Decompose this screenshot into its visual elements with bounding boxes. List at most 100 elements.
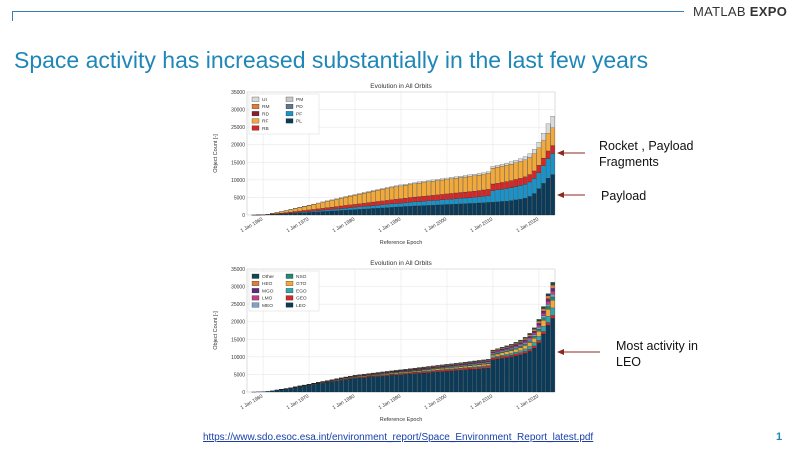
bar-segment-pl — [334, 210, 339, 216]
bar-segment-other — [426, 366, 431, 368]
bar-segment-gto — [504, 351, 509, 355]
legend-swatch — [285, 118, 294, 124]
bar-segment-geo — [375, 375, 381, 377]
bar-segment-other — [518, 339, 523, 342]
bar-segment-pl — [499, 201, 505, 216]
bar-segment-pl — [518, 199, 523, 216]
y-axis-label: Object Count [-] — [213, 134, 219, 173]
bar-segment-geo — [440, 370, 445, 372]
bar-segment-pl — [545, 177, 551, 216]
bar-segment-heo — [513, 343, 519, 345]
bar-segment-gto — [481, 364, 486, 367]
source-report-link[interactable]: https://www.sdo.esoc.esa.int/environment… — [203, 432, 594, 443]
bar-segment-pf — [522, 183, 528, 199]
bar-segment-pl — [481, 202, 486, 216]
bar-segment-rb — [467, 191, 473, 198]
bar-segment-rb — [362, 203, 367, 207]
bar-segment-geo — [398, 373, 404, 375]
x-tick-label: 1 Jan 1980 — [332, 393, 357, 411]
bar-segment-ui — [435, 179, 440, 181]
bar-segment-pl — [522, 198, 528, 216]
bar-segment-rf — [394, 186, 399, 200]
bar-segment-heo — [476, 360, 482, 362]
bar-segment-gto — [499, 352, 505, 356]
bar-segment-rf — [320, 202, 326, 209]
bar-segment-geo — [472, 367, 477, 370]
bar-segment-pf — [440, 199, 445, 205]
bar-segment-gto — [472, 365, 477, 367]
bar-segment-leo — [343, 379, 349, 393]
bar-segment-meo — [504, 349, 509, 351]
bar-segment-other — [430, 365, 436, 367]
bar-segment-rf — [366, 192, 372, 203]
bar-segment-meo — [453, 365, 459, 367]
bar-segment-mgo — [532, 331, 537, 333]
bar-segment-geo — [453, 369, 459, 371]
bar-segment-nso — [499, 351, 505, 354]
bar-segment-gto — [495, 353, 500, 357]
bar-segment-nso — [444, 367, 450, 369]
legend-swatch — [251, 96, 260, 102]
bar-segment-gto — [430, 369, 436, 371]
bar-segment-leo — [499, 358, 505, 393]
bar-segment-heo — [518, 341, 523, 343]
bar-segment-ui — [527, 153, 532, 158]
bar-segment-rf — [527, 157, 532, 175]
bar-segment-meo — [536, 327, 542, 330]
bar-segment-pf — [306, 211, 312, 213]
bar-segment-pf — [339, 208, 344, 211]
bar-segment-pl — [384, 207, 390, 216]
bar-segment-rf — [417, 182, 422, 197]
bar-segment-rb — [532, 170, 537, 179]
bar-segment-leo — [398, 374, 404, 393]
bar-segment-rb — [348, 204, 353, 208]
bar-segment-nso — [509, 349, 514, 351]
bar-segment-pf — [430, 200, 436, 206]
bar-segment-leo — [283, 388, 289, 393]
bar-segment-rb — [453, 192, 459, 199]
bar-segment-other — [440, 364, 445, 366]
bar-segment-pf — [389, 203, 395, 208]
bar-segment-rf — [463, 176, 468, 193]
bar-segment-rf — [513, 162, 519, 180]
bar-segment-gto — [541, 320, 546, 327]
bar-segment-ui — [509, 161, 514, 165]
bar-segment-lmo — [541, 313, 546, 316]
bar-segment-geo — [371, 376, 376, 377]
bar-segment-ui — [513, 160, 519, 163]
bar-segment-geo — [545, 322, 551, 326]
bar-segment-leo — [352, 378, 358, 393]
bar-segment-geo — [430, 370, 436, 373]
bar-segment-rb — [426, 195, 431, 201]
bar-segment-gto — [421, 370, 427, 372]
bar-segment-heo — [522, 338, 528, 341]
bar-segment-pf — [504, 188, 509, 202]
bar-segment-ego — [541, 326, 546, 332]
bar-segment-pl — [325, 211, 330, 216]
bar-segment-rf — [311, 204, 316, 210]
arrow-payload-callout — [557, 192, 585, 198]
bar-segment-heo — [509, 345, 514, 347]
arrow-leo-callout — [557, 349, 600, 355]
bar-segment-lmo — [458, 364, 463, 366]
bar-segment-rb — [306, 209, 312, 212]
bar-segment-pl — [463, 203, 468, 216]
y-tick-label: 30000 — [231, 108, 245, 114]
bar-segment-pl — [495, 201, 500, 216]
bar-segment-rb — [421, 196, 427, 202]
bar-segment-gto — [550, 300, 555, 309]
bar-segment-pf — [329, 209, 335, 212]
bar-segment-ego — [481, 365, 486, 367]
bar-segment-other — [435, 365, 440, 367]
bar-segment-leo — [449, 370, 454, 393]
bar-segment-pf — [362, 206, 367, 210]
bar-segment-pl — [504, 201, 509, 216]
bar-segment-pl — [536, 188, 542, 216]
bar-segment-leo — [403, 374, 408, 393]
bar-segment-lmo — [486, 361, 491, 363]
bar-segment-rb — [435, 194, 440, 201]
bar-segment-rb — [325, 207, 330, 210]
bar-segment-pf — [421, 201, 427, 206]
bar-segment-rb — [302, 210, 307, 213]
bar-segment-geo — [532, 345, 537, 349]
